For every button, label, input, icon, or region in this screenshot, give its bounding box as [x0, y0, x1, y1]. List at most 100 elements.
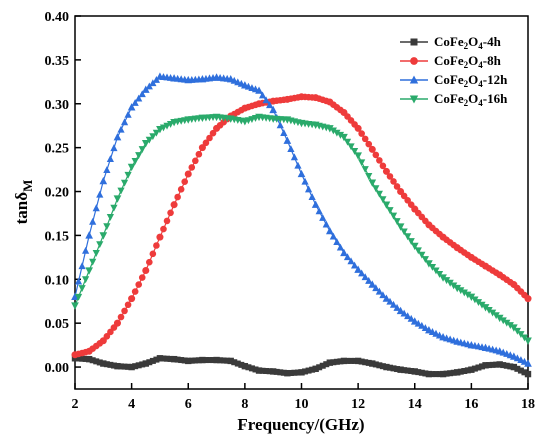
legend-label-s1: 2: [464, 41, 469, 51]
series-marker: [82, 355, 89, 362]
x-tick-label: 10: [295, 397, 309, 412]
series-marker: [365, 359, 372, 366]
legend-label: CoFe2O4-16h: [434, 91, 508, 108]
series-marker: [464, 367, 471, 374]
series-CoFe2O4-16h: [71, 113, 532, 345]
data-point: [311, 200, 320, 208]
series-CoFe2O4-8h: [71, 93, 532, 359]
series-marker: [135, 281, 143, 288]
series-marker: [461, 368, 468, 375]
series-marker: [386, 207, 394, 215]
data-point: [184, 170, 192, 178]
series-marker: [478, 363, 485, 370]
series-marker: [206, 357, 213, 364]
x-tick-label: 12: [351, 397, 365, 412]
series-marker: [195, 150, 203, 158]
y-tick-label: 0.10: [45, 273, 70, 288]
data-point: [354, 124, 362, 132]
y-axis-title-sub: M: [20, 180, 35, 192]
series-marker: [78, 285, 86, 292]
data-point: [411, 368, 418, 375]
series-marker: [460, 289, 468, 297]
data-point: [467, 293, 476, 302]
data-point: [524, 295, 532, 303]
series-marker: [304, 185, 313, 193]
data-point: [199, 356, 206, 364]
series-marker: [361, 166, 369, 174]
series-marker: [103, 361, 110, 368]
series-line: [74, 96, 529, 356]
data-point: [453, 284, 462, 293]
series-marker: [309, 366, 316, 373]
data-point: [127, 103, 136, 111]
series-marker: [358, 269, 366, 277]
series-marker: [305, 367, 312, 374]
series-marker: [521, 369, 528, 376]
data-point: [524, 359, 532, 367]
series-marker: [400, 192, 408, 200]
y-tick-label: 0.30: [45, 98, 70, 113]
series-marker: [181, 357, 188, 364]
legend-label-base: CoFe: [434, 91, 464, 106]
series-marker: [262, 96, 270, 104]
data-point: [198, 144, 206, 152]
series-marker: [96, 190, 104, 198]
legend-label-base: CoFe: [434, 34, 464, 49]
series-marker: [135, 362, 142, 369]
series-marker: [450, 369, 457, 376]
series-marker: [163, 217, 171, 225]
legend-item: CoFe2O4-8h: [400, 53, 502, 70]
legend-label-s2: 4: [478, 41, 483, 51]
data-point: [113, 319, 121, 327]
series-marker: [386, 173, 394, 180]
series-marker: [492, 312, 500, 320]
series-marker: [400, 228, 408, 236]
series-marker: [330, 359, 337, 366]
data-point: [85, 231, 93, 239]
legend-label-tail: -8h: [483, 53, 502, 68]
legend-item: CoFe2O4-16h: [400, 91, 508, 108]
series-marker: [89, 258, 97, 266]
series-marker: [177, 186, 185, 193]
series-marker: [132, 363, 139, 370]
series-marker: [121, 363, 128, 370]
series-CoFe2O4-12h: [71, 72, 532, 367]
series-marker: [408, 368, 415, 375]
series-marker: [333, 238, 341, 245]
series-marker: [443, 370, 450, 377]
series-marker: [258, 91, 267, 99]
y-tick-label: 0.15: [45, 229, 70, 244]
series-marker: [125, 363, 132, 370]
series-marker: [489, 309, 497, 317]
data-point: [340, 357, 348, 365]
data-point: [99, 176, 108, 185]
series-marker: [131, 288, 139, 295]
series-marker: [192, 157, 199, 165]
data-point: [141, 85, 150, 93]
data-point: [283, 136, 292, 144]
data-point: [269, 105, 278, 114]
series-marker: [131, 98, 139, 106]
legend-marker: [409, 95, 419, 104]
series-marker: [174, 356, 181, 363]
series-marker: [351, 357, 358, 364]
data-point: [71, 302, 79, 310]
series-marker: [210, 357, 217, 364]
data-point: [354, 265, 362, 273]
y-tick-label: 0.40: [45, 10, 70, 25]
series-marker: [401, 367, 408, 374]
data-point: [383, 363, 390, 371]
data-point: [368, 145, 376, 153]
series-marker: [418, 369, 425, 376]
series-line: [74, 75, 529, 365]
data-point: [325, 226, 334, 235]
series-marker: [446, 279, 454, 287]
data-point: [128, 295, 136, 303]
series-marker: [358, 159, 366, 167]
series-marker: [74, 293, 83, 301]
y-tick-label: 0.20: [45, 186, 70, 201]
series-marker: [280, 369, 287, 376]
series-marker: [107, 328, 114, 336]
y-axis-title: tanδM: [12, 180, 35, 225]
series-marker: [361, 135, 369, 143]
